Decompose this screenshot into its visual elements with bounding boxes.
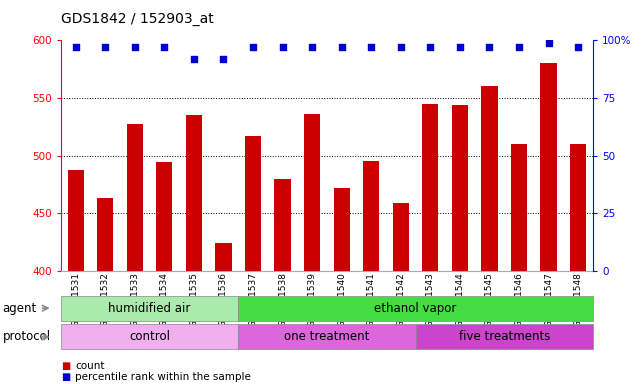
Point bbox=[278, 44, 288, 50]
Point bbox=[189, 56, 199, 62]
Point bbox=[100, 44, 110, 50]
Bar bbox=[186, 115, 202, 271]
Bar bbox=[156, 162, 172, 271]
Bar bbox=[570, 144, 587, 271]
Text: ■: ■ bbox=[61, 361, 70, 371]
Text: five treatments: five treatments bbox=[458, 331, 550, 343]
Bar bbox=[452, 105, 468, 271]
Point bbox=[544, 40, 554, 46]
Bar bbox=[304, 114, 320, 271]
Text: humidified air: humidified air bbox=[108, 302, 191, 314]
Point bbox=[485, 44, 495, 50]
Point bbox=[395, 44, 406, 50]
Point bbox=[159, 44, 169, 50]
Text: agent: agent bbox=[3, 302, 37, 314]
Point bbox=[573, 44, 583, 50]
Bar bbox=[215, 243, 231, 271]
Point bbox=[248, 44, 258, 50]
Point bbox=[514, 44, 524, 50]
Point bbox=[219, 56, 229, 62]
Bar bbox=[511, 144, 527, 271]
Text: GDS1842 / 152903_at: GDS1842 / 152903_at bbox=[61, 12, 213, 25]
Point bbox=[455, 44, 465, 50]
Text: ethanol vapor: ethanol vapor bbox=[374, 302, 457, 314]
Text: protocol: protocol bbox=[3, 331, 51, 343]
Point bbox=[307, 44, 317, 50]
Point bbox=[366, 44, 376, 50]
Bar bbox=[67, 170, 84, 271]
Bar bbox=[274, 179, 291, 271]
Bar bbox=[363, 161, 379, 271]
Bar bbox=[97, 198, 113, 271]
Text: count: count bbox=[75, 361, 104, 371]
Bar bbox=[245, 136, 261, 271]
Text: control: control bbox=[129, 331, 170, 343]
Bar bbox=[393, 203, 409, 271]
Point bbox=[71, 44, 81, 50]
Bar bbox=[127, 124, 143, 271]
Bar bbox=[540, 63, 557, 271]
Text: one treatment: one treatment bbox=[284, 331, 370, 343]
Bar bbox=[333, 188, 350, 271]
Point bbox=[425, 44, 435, 50]
Bar bbox=[422, 104, 438, 271]
Point bbox=[337, 44, 347, 50]
Point bbox=[129, 44, 140, 50]
Bar bbox=[481, 86, 497, 271]
Text: ■: ■ bbox=[61, 372, 70, 382]
Text: percentile rank within the sample: percentile rank within the sample bbox=[75, 372, 251, 382]
